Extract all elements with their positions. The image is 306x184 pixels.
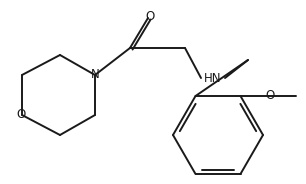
- Text: N: N: [91, 68, 99, 82]
- Text: O: O: [265, 89, 274, 102]
- Text: HN: HN: [204, 72, 222, 84]
- Text: O: O: [145, 10, 155, 22]
- Text: O: O: [17, 109, 26, 121]
